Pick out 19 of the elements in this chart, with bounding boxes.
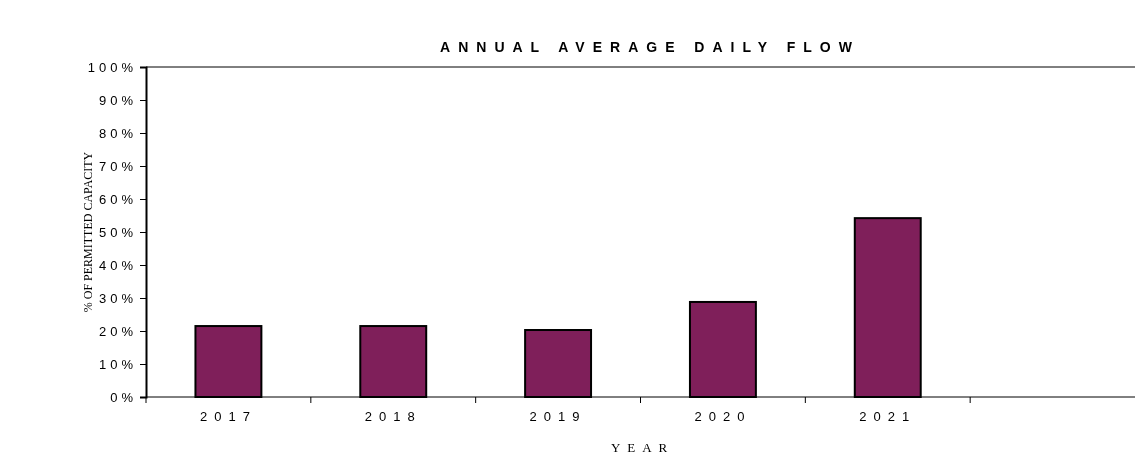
- y-tick-label: 0%: [110, 389, 137, 405]
- x-tick-label: 2020: [694, 409, 752, 424]
- y-tick-label: 20%: [98, 323, 137, 339]
- x-axis-title: YEAR: [610, 440, 675, 455]
- x-tick-label: 2018: [364, 409, 422, 424]
- y-axis-title: % OF PERMITTED CAPACITY: [81, 151, 95, 313]
- y-tick-label: 70%: [98, 158, 137, 174]
- x-tick-label: 2021: [859, 409, 917, 424]
- y-tick-label: 10%: [98, 356, 137, 372]
- y-tick-label: 80%: [98, 125, 137, 141]
- y-tick-label: 40%: [98, 257, 137, 273]
- x-tick-label: 2017: [199, 409, 257, 424]
- y-tick-label: 90%: [98, 92, 137, 108]
- y-tick-label: 50%: [98, 224, 137, 240]
- y-tick-label: 30%: [98, 290, 137, 306]
- y-tick-label: 100%: [87, 59, 137, 75]
- y-tick-label: 60%: [98, 191, 137, 207]
- chart-title: ANNUAL AVERAGE DAILY FLOW: [440, 39, 860, 55]
- x-tick-label: 2019: [529, 409, 587, 424]
